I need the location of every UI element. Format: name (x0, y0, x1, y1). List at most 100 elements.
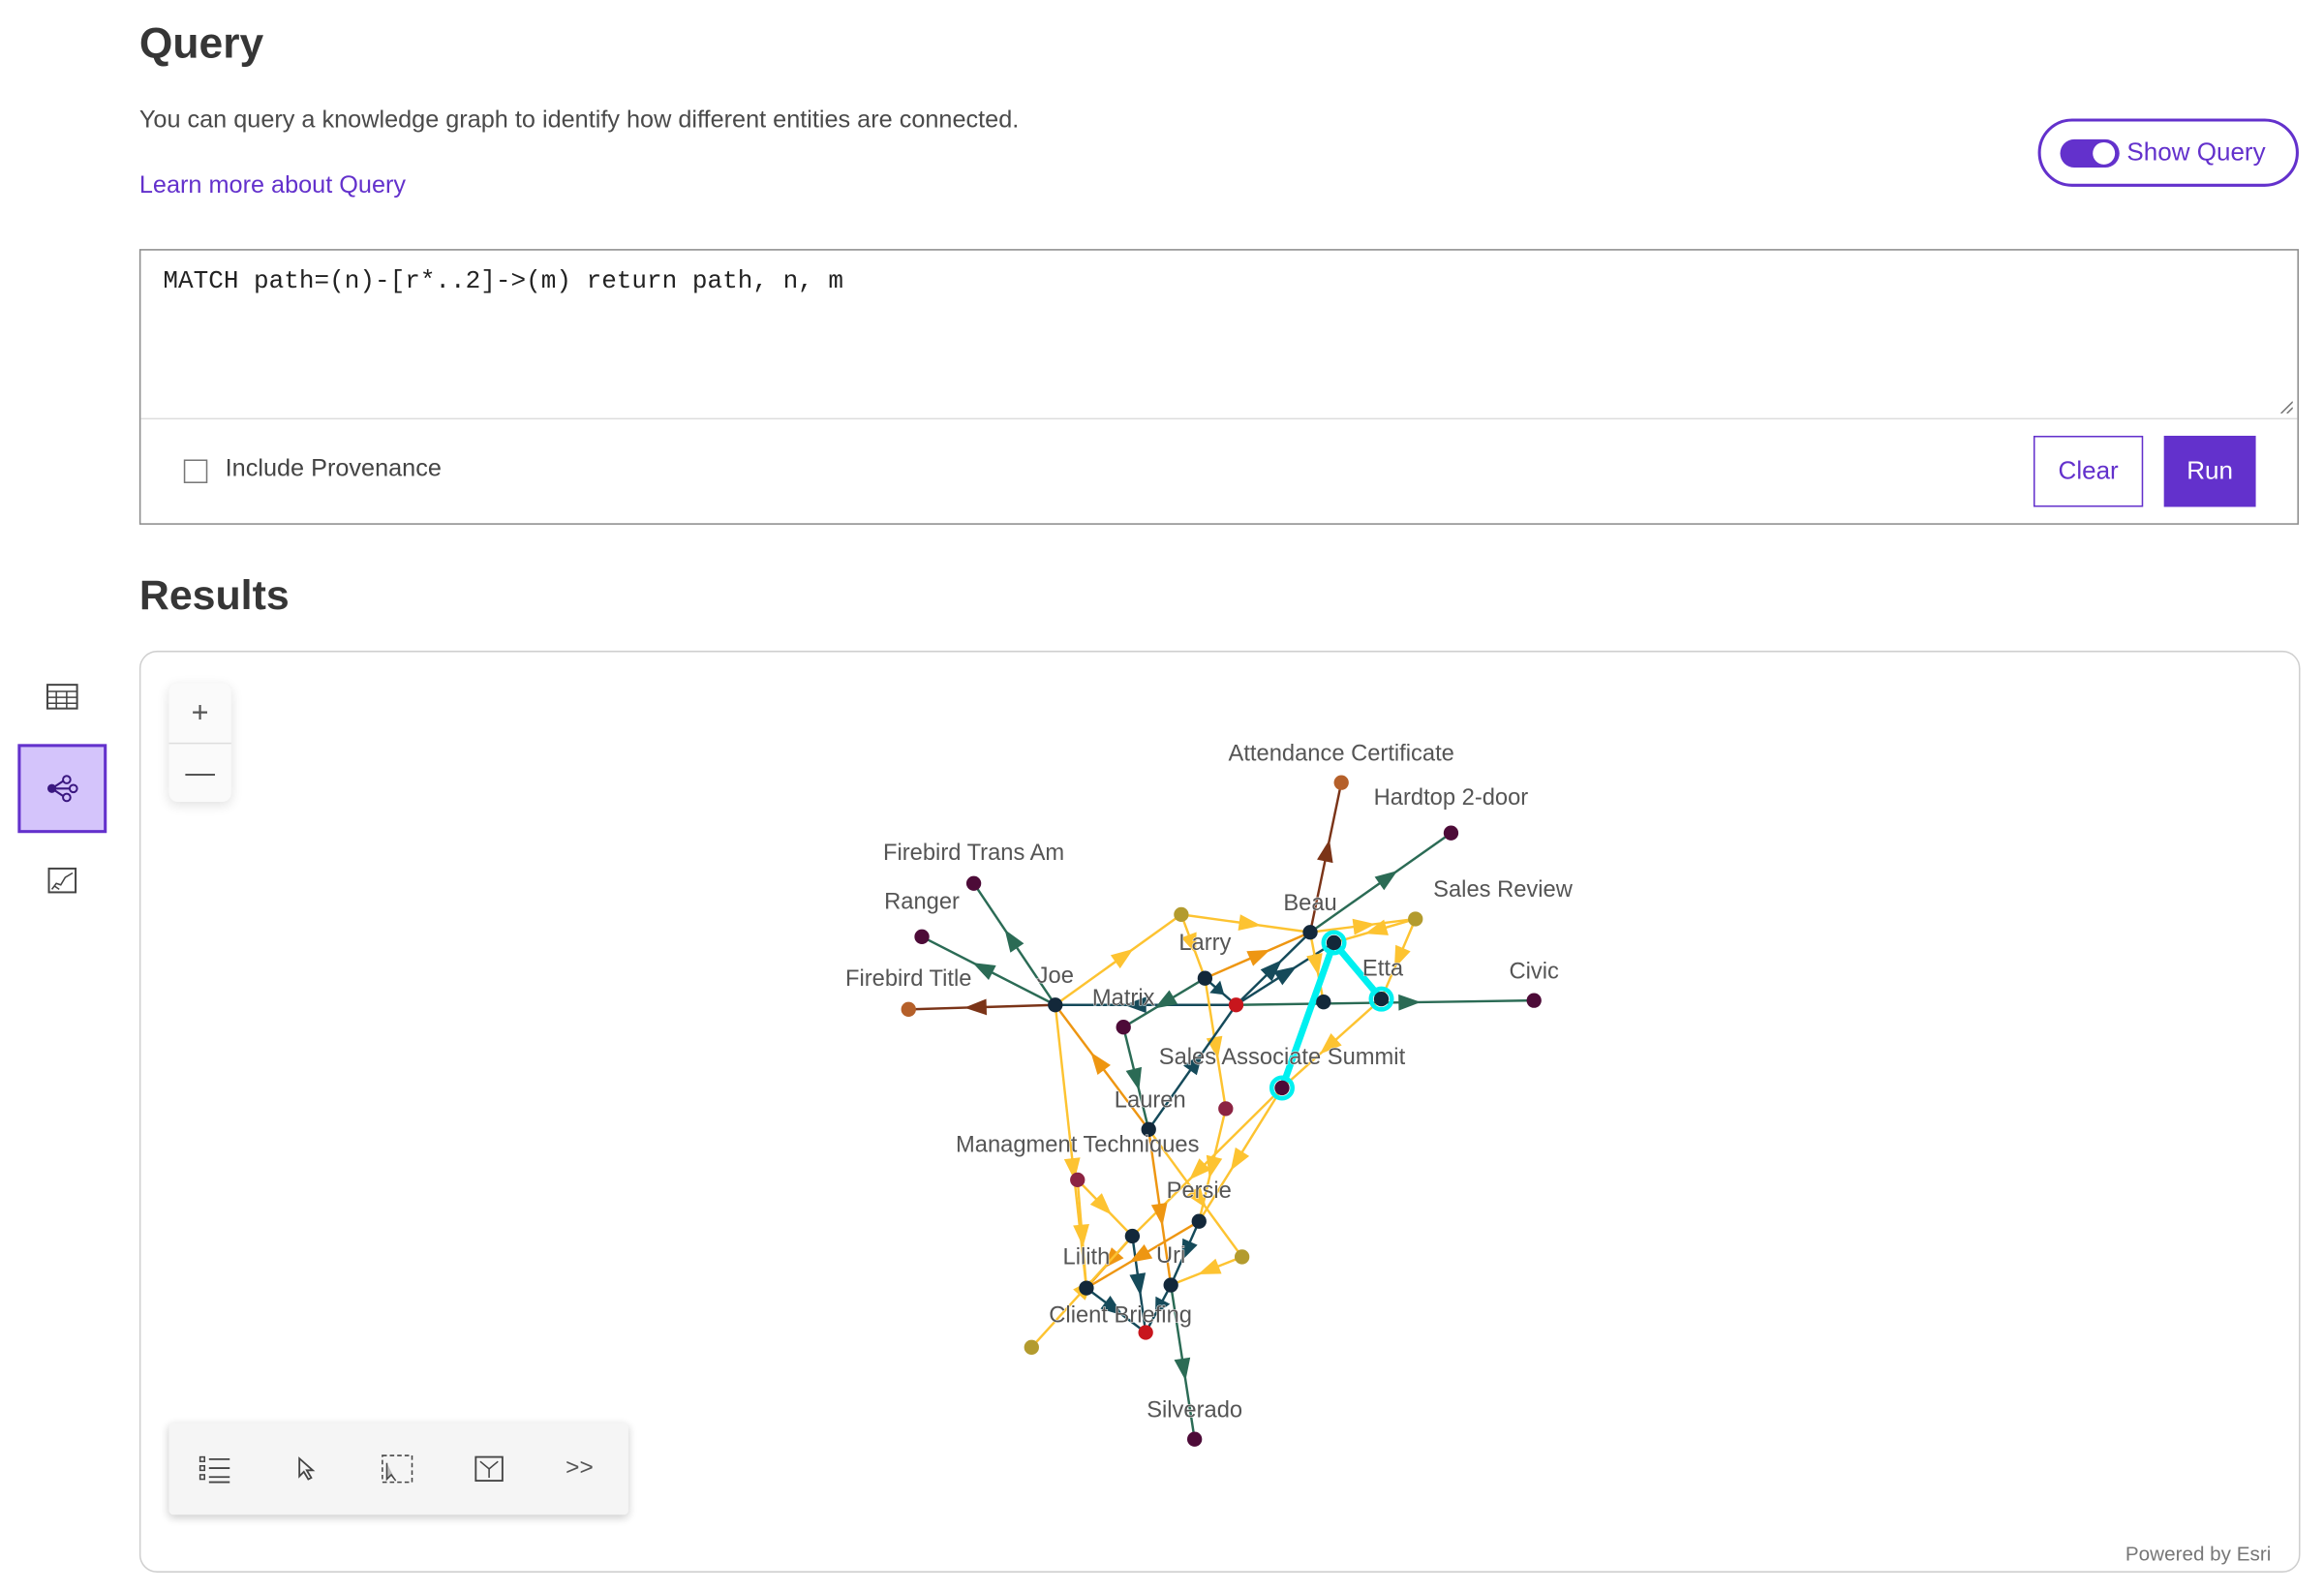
edge-joe-ftitle[interactable] (908, 998, 1055, 1016)
node-salesrev[interactable] (1408, 911, 1423, 927)
results-graph-panel[interactable] (138, 650, 2301, 1573)
edge-lauren-oliveR[interactable] (1147, 1128, 1243, 1258)
edge-beau-hardtop[interactable] (1309, 832, 1452, 934)
node-dot[interactable] (1141, 1121, 1156, 1137)
node-oliveTop[interactable] (1174, 906, 1189, 923)
zoom-out-button[interactable]: — (185, 756, 215, 790)
map-view-button[interactable] (17, 836, 107, 925)
node-dot[interactable] (1526, 993, 1542, 1008)
node-dot[interactable] (1234, 1249, 1250, 1265)
node-dot[interactable] (1274, 1080, 1290, 1096)
node-silverado[interactable] (1187, 1431, 1203, 1447)
edge-joe-oliveTop[interactable] (1055, 913, 1182, 1006)
edge-persie-lilith[interactable] (1086, 1220, 1200, 1290)
edge-beau-salesrev[interactable] (1309, 917, 1416, 935)
node-lauren[interactable] (1141, 1121, 1156, 1137)
edge-sas-persie[interactable] (1198, 1087, 1284, 1222)
edge-mgmt-upl[interactable] (1076, 1179, 1134, 1238)
edge-lilith-client[interactable] (1086, 1287, 1147, 1333)
node-civic[interactable] (1526, 993, 1542, 1008)
node-oliveR[interactable] (1234, 1249, 1250, 1265)
node-ucy[interactable] (1321, 930, 1347, 956)
edge-matrix-lauren[interactable] (1122, 1026, 1150, 1130)
node-umid[interactable] (1316, 995, 1331, 1010)
edge-lauren-uri[interactable] (1147, 1129, 1173, 1286)
node-dot[interactable] (1124, 1228, 1141, 1244)
node-larry[interactable] (1197, 970, 1213, 986)
node-uri[interactable] (1163, 1277, 1178, 1293)
node-hardtop[interactable] (1443, 825, 1459, 841)
node-dot[interactable] (1024, 1339, 1039, 1355)
resize-handle-icon[interactable] (2278, 399, 2293, 414)
lasso-select-button[interactable] (377, 1448, 418, 1489)
edge-joe-ranger[interactable] (921, 935, 1056, 1006)
select-button[interactable] (286, 1448, 327, 1489)
edge-oliveTop-beau[interactable] (1180, 913, 1311, 934)
layout-button[interactable] (469, 1448, 510, 1489)
edge-persie-uri[interactable] (1170, 1220, 1201, 1286)
node-dot[interactable] (1218, 1101, 1234, 1117)
learn-more-link[interactable]: Learn more about Query (138, 171, 407, 199)
node-client[interactable] (1138, 1325, 1153, 1340)
edge-mgmt-lilith[interactable] (1073, 1179, 1089, 1289)
edge-beau-attend[interactable] (1308, 781, 1343, 933)
node-dot[interactable] (1048, 997, 1063, 1013)
node-dot[interactable] (1197, 970, 1213, 986)
node-dot[interactable] (1191, 1213, 1207, 1229)
edge-lauren-joe[interactable] (1054, 1004, 1150, 1131)
toggle-switch[interactable] (2060, 138, 2120, 168)
edge-joe-fta[interactable] (972, 882, 1056, 1006)
edge-lauren-hub[interactable] (1147, 1004, 1238, 1131)
node-sas[interactable] (1269, 1075, 1295, 1101)
node-dot[interactable] (1138, 1325, 1153, 1340)
node-ftitle[interactable] (901, 1001, 916, 1017)
edge-salesrev-ucy[interactable] (1333, 917, 1417, 944)
node-etta[interactable] (1368, 986, 1394, 1012)
edge-oliveR-uri[interactable] (1170, 1255, 1243, 1287)
query-input[interactable]: MATCH path=(n)-[r*..2]->(m) return path,… (140, 251, 2298, 420)
link-chart-view-button[interactable] (17, 744, 107, 834)
node-dot[interactable] (1070, 1172, 1086, 1188)
node-beau[interactable] (1302, 925, 1318, 940)
node-dot[interactable] (1408, 911, 1423, 927)
node-dot[interactable] (914, 929, 930, 944)
node-dot[interactable] (1326, 934, 1342, 951)
node-crim1[interactable] (1218, 1101, 1234, 1117)
node-dot[interactable] (1443, 825, 1459, 841)
node-dot[interactable] (1302, 925, 1318, 940)
node-dot[interactable] (965, 875, 982, 891)
edge-beau-umid[interactable] (1306, 932, 1326, 1002)
node-dot[interactable] (1333, 775, 1349, 790)
edge-upl-client[interactable] (1129, 1236, 1147, 1333)
clear-button[interactable]: Clear (2033, 435, 2144, 507)
node-attend[interactable] (1333, 775, 1349, 790)
node-oliveL[interactable] (1024, 1339, 1039, 1355)
run-button[interactable]: Run (2163, 435, 2256, 507)
node-dot[interactable] (1187, 1431, 1203, 1447)
node-upl[interactable] (1124, 1228, 1141, 1244)
node-hub[interactable] (1228, 997, 1244, 1013)
node-lilith[interactable] (1079, 1280, 1094, 1296)
node-matrix[interactable] (1116, 1020, 1131, 1035)
node-dot[interactable] (1373, 991, 1390, 1007)
include-provenance-checkbox[interactable] (183, 459, 208, 483)
node-ranger[interactable] (914, 929, 930, 944)
node-dot[interactable] (1228, 997, 1244, 1013)
edge-etta-sas[interactable] (1281, 997, 1383, 1089)
node-dot[interactable] (901, 1001, 916, 1017)
zoom-in-button[interactable]: + (168, 684, 231, 745)
edge-hub-ucy[interactable] (1235, 941, 1335, 1006)
node-joe[interactable] (1048, 997, 1063, 1013)
node-dot[interactable] (1316, 995, 1331, 1010)
show-query-toggle[interactable]: Show Query (2037, 118, 2299, 187)
node-fta[interactable] (965, 875, 982, 891)
include-provenance-label[interactable]: Include Provenance (225, 454, 442, 482)
edge-uri-client[interactable] (1145, 1284, 1173, 1333)
edge-larry-beau[interactable] (1204, 931, 1311, 980)
edge-salesrev-etta[interactable] (1380, 918, 1417, 1000)
node-dot[interactable] (1163, 1277, 1178, 1293)
node-persie[interactable] (1191, 1213, 1207, 1229)
expand-toolbar-button[interactable]: >> (566, 1455, 594, 1482)
edge-larry-matrix[interactable] (1122, 977, 1207, 1028)
